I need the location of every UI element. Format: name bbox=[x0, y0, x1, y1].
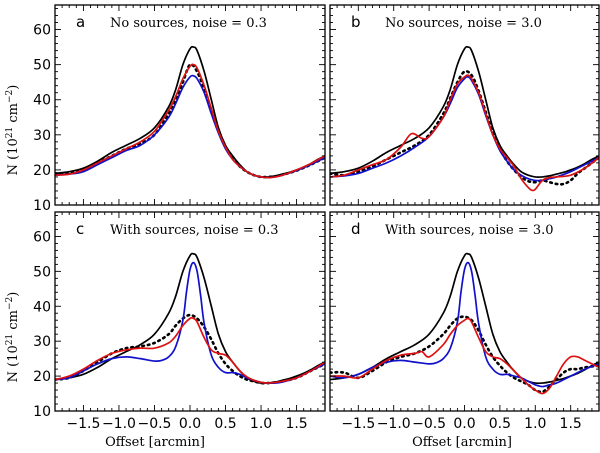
series-blue-line bbox=[330, 261, 599, 388]
x-tick-label: −1.0 bbox=[377, 416, 411, 432]
x-tick-label: 0.5 bbox=[214, 416, 236, 432]
y-tick-label: 60 bbox=[33, 23, 51, 39]
y-tick-label: 10 bbox=[33, 404, 51, 420]
series-group bbox=[330, 45, 599, 192]
series-group bbox=[55, 252, 325, 385]
x-tick-label: −1.5 bbox=[66, 416, 100, 432]
x-tick-label: 1.0 bbox=[524, 416, 546, 432]
panel-letter: b bbox=[351, 13, 361, 31]
y-tick-label: 60 bbox=[33, 229, 51, 245]
series-model-line bbox=[330, 315, 599, 394]
x-tick-label: −0.5 bbox=[137, 416, 171, 432]
y-tick-label: 20 bbox=[33, 163, 51, 179]
y-tick-label: 50 bbox=[33, 58, 51, 74]
plot-frame bbox=[329, 4, 600, 206]
y-tick-label: 40 bbox=[33, 299, 51, 315]
panels: 10 20 30 40 50 60 a No sources, noise = 0.3 b No … bbox=[33, 4, 600, 432]
x-tick-label: 0.0 bbox=[453, 416, 475, 432]
series-model-line bbox=[55, 313, 325, 385]
panel-title: With sources, noise = 0.3 bbox=[110, 223, 279, 238]
x-tick-label: 1.5 bbox=[285, 416, 307, 432]
plot-frame bbox=[329, 211, 600, 412]
series-true-profile-line bbox=[330, 252, 599, 385]
y-axis-label-bottom: N (1021 cm−2) bbox=[5, 292, 21, 383]
x-axis-label-right: Offset [arcmin] bbox=[412, 435, 512, 450]
series-group bbox=[55, 45, 325, 179]
x-tick-label: −0.5 bbox=[412, 416, 446, 432]
y-tick-label: 10 bbox=[33, 198, 51, 214]
x-tick-label: 0.0 bbox=[179, 416, 201, 432]
panel-a: 10 20 30 40 50 60 a No sources, noise = 0.3 bbox=[33, 4, 326, 214]
series-true-profile-line bbox=[55, 252, 325, 385]
y-axis-label-top: N (1021 cm−2) bbox=[5, 85, 21, 176]
series-group bbox=[330, 252, 599, 395]
panel-letter: a bbox=[76, 13, 85, 31]
panel-d: −1.5 −1.0 −0.5 0.0 0.5 1.0 1.5 d With sources, n… bbox=[329, 211, 600, 432]
series-red-line bbox=[330, 74, 599, 192]
panel-title: No sources, noise = 0.3 bbox=[110, 16, 267, 31]
panel-b: b No sources, noise = 3.0 bbox=[329, 4, 600, 206]
x-tick-label: 1.0 bbox=[250, 416, 272, 432]
x-tick-label: −1.0 bbox=[102, 416, 136, 432]
y-tick-label: 40 bbox=[33, 93, 51, 109]
series-red-line bbox=[55, 63, 325, 179]
series-model-line bbox=[330, 69, 599, 186]
x-axis-label-left: Offset [arcmin] bbox=[105, 435, 205, 450]
series-model-line bbox=[55, 62, 325, 179]
y-tick-label: 30 bbox=[33, 128, 51, 144]
series-true-profile-line bbox=[330, 45, 599, 178]
y-tick-label: 50 bbox=[33, 264, 51, 280]
x-tick-label: 0.5 bbox=[489, 416, 511, 432]
series-blue-line bbox=[55, 261, 325, 385]
series-red-line bbox=[330, 317, 599, 395]
x-tick-label: 1.5 bbox=[560, 416, 582, 432]
panel-letter: c bbox=[76, 220, 84, 238]
panel-letter: d bbox=[351, 220, 361, 238]
panel-c: −1.5 −1.0 −0.5 0.0 0.5 1.0 1.5 10 20 30 40 50 60 c Wit… bbox=[33, 211, 326, 432]
series-red-line bbox=[55, 316, 325, 384]
panel-title: No sources, noise = 3.0 bbox=[385, 16, 542, 31]
x-tick-label: −1.5 bbox=[341, 416, 375, 432]
y-tick-label: 30 bbox=[33, 334, 51, 350]
panel-title: With sources, noise = 3.0 bbox=[385, 223, 554, 238]
y-tick-label: 20 bbox=[33, 369, 51, 385]
